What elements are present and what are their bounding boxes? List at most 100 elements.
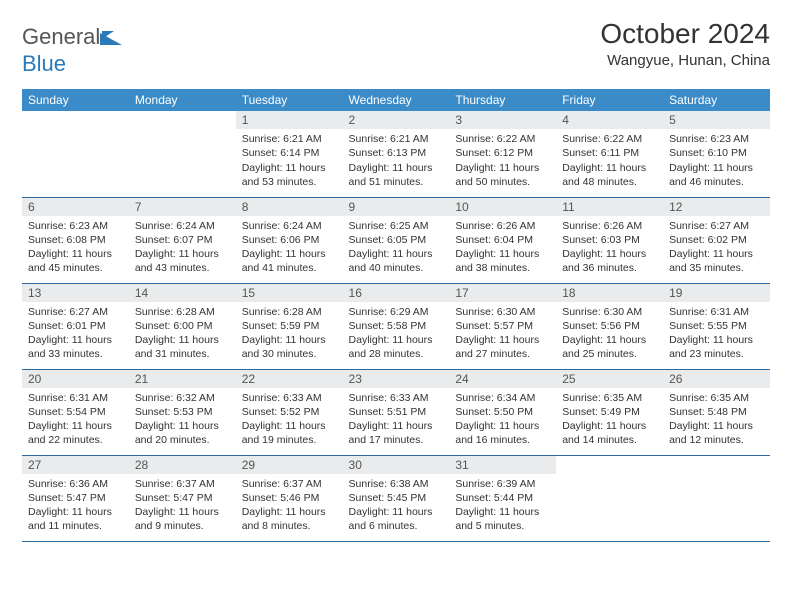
day-number: 5 — [663, 111, 770, 129]
calendar-cell: 26Sunrise: 6:35 AMSunset: 5:48 PMDayligh… — [663, 369, 770, 455]
day-number: 22 — [236, 370, 343, 388]
calendar-cell: 2Sunrise: 6:21 AMSunset: 6:13 PMDaylight… — [343, 111, 450, 197]
calendar-cell: 16Sunrise: 6:29 AMSunset: 5:58 PMDayligh… — [343, 283, 450, 369]
day-number: 13 — [22, 284, 129, 302]
day-details: Sunrise: 6:37 AMSunset: 5:46 PMDaylight:… — [236, 474, 343, 538]
brand-part1: General — [22, 24, 100, 49]
calendar-cell: 5Sunrise: 6:23 AMSunset: 6:10 PMDaylight… — [663, 111, 770, 197]
day-details: Sunrise: 6:37 AMSunset: 5:47 PMDaylight:… — [129, 474, 236, 538]
calendar-cell: 11Sunrise: 6:26 AMSunset: 6:03 PMDayligh… — [556, 197, 663, 283]
flag-icon — [100, 25, 122, 51]
calendar-cell: 29Sunrise: 6:37 AMSunset: 5:46 PMDayligh… — [236, 455, 343, 541]
weekday-header: Friday — [556, 89, 663, 111]
calendar-cell: 14Sunrise: 6:28 AMSunset: 6:00 PMDayligh… — [129, 283, 236, 369]
day-details: Sunrise: 6:25 AMSunset: 6:05 PMDaylight:… — [343, 216, 450, 280]
day-number: 12 — [663, 198, 770, 216]
day-number: 10 — [449, 198, 556, 216]
location-text: Wangyue, Hunan, China — [600, 52, 770, 69]
day-number: 28 — [129, 456, 236, 474]
calendar-cell: 30Sunrise: 6:38 AMSunset: 5:45 PMDayligh… — [343, 455, 450, 541]
calendar-row: 27Sunrise: 6:36 AMSunset: 5:47 PMDayligh… — [22, 455, 770, 541]
day-number: 15 — [236, 284, 343, 302]
day-details: Sunrise: 6:30 AMSunset: 5:57 PMDaylight:… — [449, 302, 556, 366]
title-block: October 2024 Wangyue, Hunan, China — [600, 18, 770, 69]
day-details: Sunrise: 6:36 AMSunset: 5:47 PMDaylight:… — [22, 474, 129, 538]
weekday-row: SundayMondayTuesdayWednesdayThursdayFrid… — [22, 89, 770, 111]
month-title: October 2024 — [600, 18, 770, 50]
day-number: 11 — [556, 198, 663, 216]
day-details: Sunrise: 6:35 AMSunset: 5:48 PMDaylight:… — [663, 388, 770, 452]
day-number: 2 — [343, 111, 450, 129]
calendar-cell: 9Sunrise: 6:25 AMSunset: 6:05 PMDaylight… — [343, 197, 450, 283]
calendar-cell: 3Sunrise: 6:22 AMSunset: 6:12 PMDaylight… — [449, 111, 556, 197]
brand-logo: General Blue — [22, 18, 122, 77]
calendar-cell: 24Sunrise: 6:34 AMSunset: 5:50 PMDayligh… — [449, 369, 556, 455]
day-number: 18 — [556, 284, 663, 302]
calendar-cell: 22Sunrise: 6:33 AMSunset: 5:52 PMDayligh… — [236, 369, 343, 455]
calendar-body: 1Sunrise: 6:21 AMSunset: 6:14 PMDaylight… — [22, 111, 770, 541]
day-details: Sunrise: 6:27 AMSunset: 6:02 PMDaylight:… — [663, 216, 770, 280]
calendar-row: 20Sunrise: 6:31 AMSunset: 5:54 PMDayligh… — [22, 369, 770, 455]
weekday-header: Wednesday — [343, 89, 450, 111]
day-number: 6 — [22, 198, 129, 216]
day-details: Sunrise: 6:24 AMSunset: 6:06 PMDaylight:… — [236, 216, 343, 280]
calendar-cell: 1Sunrise: 6:21 AMSunset: 6:14 PMDaylight… — [236, 111, 343, 197]
day-details: Sunrise: 6:39 AMSunset: 5:44 PMDaylight:… — [449, 474, 556, 538]
day-details: Sunrise: 6:23 AMSunset: 6:10 PMDaylight:… — [663, 129, 770, 193]
calendar-row: 1Sunrise: 6:21 AMSunset: 6:14 PMDaylight… — [22, 111, 770, 197]
brand-part2: Blue — [22, 51, 66, 76]
calendar-cell: 6Sunrise: 6:23 AMSunset: 6:08 PMDaylight… — [22, 197, 129, 283]
weekday-header: Saturday — [663, 89, 770, 111]
day-details: Sunrise: 6:27 AMSunset: 6:01 PMDaylight:… — [22, 302, 129, 366]
day-details: Sunrise: 6:21 AMSunset: 6:14 PMDaylight:… — [236, 129, 343, 193]
calendar-cell — [556, 455, 663, 541]
calendar-cell — [129, 111, 236, 197]
day-number: 25 — [556, 370, 663, 388]
day-details: Sunrise: 6:33 AMSunset: 5:52 PMDaylight:… — [236, 388, 343, 452]
day-number: 4 — [556, 111, 663, 129]
calendar-cell: 4Sunrise: 6:22 AMSunset: 6:11 PMDaylight… — [556, 111, 663, 197]
calendar-cell — [663, 455, 770, 541]
day-number: 20 — [22, 370, 129, 388]
weekday-header: Sunday — [22, 89, 129, 111]
page-header: General Blue October 2024 Wangyue, Hunan… — [22, 18, 770, 77]
day-details: Sunrise: 6:28 AMSunset: 5:59 PMDaylight:… — [236, 302, 343, 366]
calendar-cell: 20Sunrise: 6:31 AMSunset: 5:54 PMDayligh… — [22, 369, 129, 455]
brand-text: General Blue — [22, 24, 122, 77]
day-number: 27 — [22, 456, 129, 474]
calendar-cell: 21Sunrise: 6:32 AMSunset: 5:53 PMDayligh… — [129, 369, 236, 455]
calendar-cell: 27Sunrise: 6:36 AMSunset: 5:47 PMDayligh… — [22, 455, 129, 541]
calendar-cell: 10Sunrise: 6:26 AMSunset: 6:04 PMDayligh… — [449, 197, 556, 283]
day-number: 21 — [129, 370, 236, 388]
calendar-head: SundayMondayTuesdayWednesdayThursdayFrid… — [22, 89, 770, 111]
weekday-header: Monday — [129, 89, 236, 111]
calendar-cell: 8Sunrise: 6:24 AMSunset: 6:06 PMDaylight… — [236, 197, 343, 283]
calendar-cell: 23Sunrise: 6:33 AMSunset: 5:51 PMDayligh… — [343, 369, 450, 455]
day-details: Sunrise: 6:21 AMSunset: 6:13 PMDaylight:… — [343, 129, 450, 193]
day-details: Sunrise: 6:34 AMSunset: 5:50 PMDaylight:… — [449, 388, 556, 452]
day-number: 7 — [129, 198, 236, 216]
day-details: Sunrise: 6:32 AMSunset: 5:53 PMDaylight:… — [129, 388, 236, 452]
calendar-cell: 15Sunrise: 6:28 AMSunset: 5:59 PMDayligh… — [236, 283, 343, 369]
calendar-row: 13Sunrise: 6:27 AMSunset: 6:01 PMDayligh… — [22, 283, 770, 369]
day-number: 8 — [236, 198, 343, 216]
calendar-cell: 18Sunrise: 6:30 AMSunset: 5:56 PMDayligh… — [556, 283, 663, 369]
day-details: Sunrise: 6:28 AMSunset: 6:00 PMDaylight:… — [129, 302, 236, 366]
day-number: 23 — [343, 370, 450, 388]
day-number: 31 — [449, 456, 556, 474]
day-number: 24 — [449, 370, 556, 388]
calendar-cell: 25Sunrise: 6:35 AMSunset: 5:49 PMDayligh… — [556, 369, 663, 455]
day-details: Sunrise: 6:26 AMSunset: 6:04 PMDaylight:… — [449, 216, 556, 280]
calendar-cell: 7Sunrise: 6:24 AMSunset: 6:07 PMDaylight… — [129, 197, 236, 283]
day-number: 1 — [236, 111, 343, 129]
day-details: Sunrise: 6:24 AMSunset: 6:07 PMDaylight:… — [129, 216, 236, 280]
day-details: Sunrise: 6:38 AMSunset: 5:45 PMDaylight:… — [343, 474, 450, 538]
calendar-cell: 12Sunrise: 6:27 AMSunset: 6:02 PMDayligh… — [663, 197, 770, 283]
day-details: Sunrise: 6:31 AMSunset: 5:55 PMDaylight:… — [663, 302, 770, 366]
day-number: 16 — [343, 284, 450, 302]
day-number: 3 — [449, 111, 556, 129]
day-number: 19 — [663, 284, 770, 302]
calendar-cell: 31Sunrise: 6:39 AMSunset: 5:44 PMDayligh… — [449, 455, 556, 541]
day-details: Sunrise: 6:26 AMSunset: 6:03 PMDaylight:… — [556, 216, 663, 280]
calendar-table: SundayMondayTuesdayWednesdayThursdayFrid… — [22, 89, 770, 542]
